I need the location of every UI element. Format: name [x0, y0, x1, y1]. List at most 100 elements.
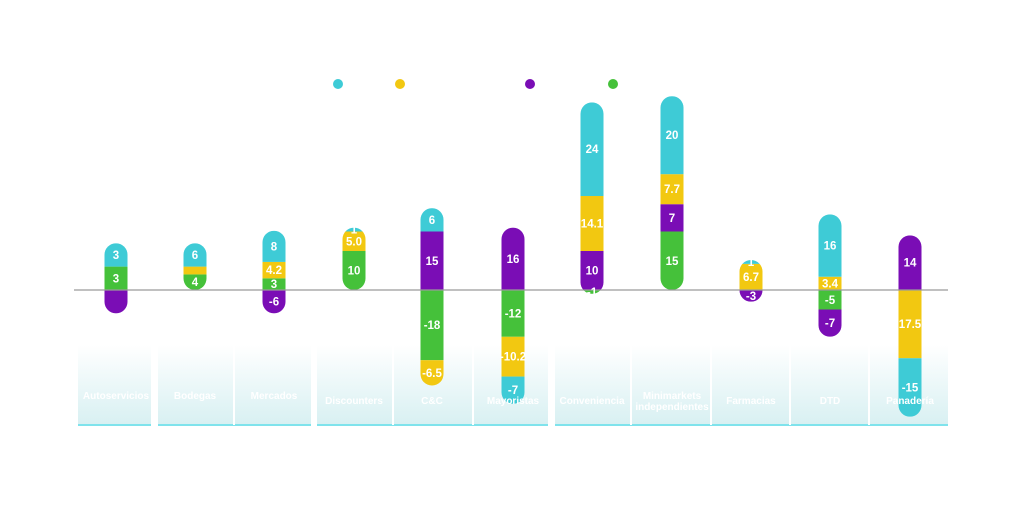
data-label: 7.7 — [664, 184, 680, 196]
category-label: Minimarkets independientes — [635, 391, 709, 413]
data-label: -3 — [746, 291, 756, 303]
bar-segment-yellow — [183, 266, 207, 275]
data-label: -12 — [505, 308, 522, 320]
category-label: DTD — [820, 396, 841, 407]
bar-segment-green — [818, 290, 842, 310]
data-label: 16 — [507, 254, 520, 266]
category-label: Discounters — [325, 396, 383, 407]
bar-stack-8 — [660, 96, 684, 290]
data-label: 8 — [271, 241, 278, 253]
category-label: Autoservicios — [83, 391, 150, 402]
category-band-4 — [555, 345, 948, 425]
bar-segment-cyan — [898, 358, 922, 417]
bar-stack-4 — [342, 227, 366, 290]
bar-stack-3 — [262, 230, 286, 314]
bar-stack-10 — [818, 214, 842, 337]
data-label: 4.2 — [266, 265, 282, 277]
bar-segment-yellow — [501, 336, 525, 377]
bar-segment-green — [660, 231, 684, 290]
bar-stack-9 — [739, 259, 763, 302]
bar-stack-1 — [104, 243, 128, 314]
bar-segment-cyan — [580, 102, 604, 197]
bar-segment-cyan — [739, 259, 763, 264]
bar-segment-yellow — [420, 360, 444, 386]
data-label: 3 — [113, 250, 119, 262]
bar-segment-green — [580, 290, 604, 294]
data-label: 15 — [426, 256, 439, 268]
data-label: 1 — [748, 257, 755, 269]
bar-stack-2 — [183, 243, 207, 290]
category-label: Bodegas — [174, 391, 217, 402]
data-label: 4 — [192, 277, 199, 289]
category-label: Panadería — [886, 396, 934, 407]
bar-segment-cyan — [183, 243, 207, 267]
bar-segment-purple — [262, 290, 286, 314]
data-label: 24 — [586, 144, 599, 156]
data-label: -1 — [587, 287, 598, 299]
bar-segment-yellow — [342, 231, 366, 251]
bar-segment-green — [420, 290, 444, 361]
bar-segment-purple — [660, 204, 684, 232]
data-label: 17.5 — [899, 319, 922, 331]
bar-segment-green — [262, 278, 286, 290]
bar-segment-cyan — [342, 227, 366, 232]
data-label: 7 — [669, 213, 675, 225]
data-label: -6 — [269, 297, 279, 309]
data-label: 16 — [824, 241, 837, 253]
bar-segment-cyan — [104, 243, 128, 267]
legend-dot-3 — [525, 79, 535, 89]
bar-segment-purple — [898, 235, 922, 290]
legend-dot-1 — [333, 79, 343, 89]
data-label: -7 — [508, 385, 518, 397]
data-label: 6 — [429, 215, 435, 227]
data-label: 1 — [351, 225, 358, 237]
bar-segment-cyan — [262, 230, 286, 262]
bar-segment-green — [183, 274, 207, 290]
bar-segment-green — [501, 290, 525, 337]
legend-dot-2 — [395, 79, 405, 89]
bar-segment-green — [342, 251, 366, 290]
data-label: -18 — [424, 320, 441, 332]
data-label: 10 — [348, 266, 361, 278]
legend-dot-4 — [608, 79, 618, 89]
bar-segment-purple — [104, 290, 128, 314]
category-label: C&C — [421, 396, 443, 407]
data-label: 6.7 — [743, 272, 759, 284]
bar-segment-purple — [580, 251, 604, 290]
data-label: -15 — [902, 383, 919, 395]
bar-segment-cyan — [420, 208, 444, 232]
data-label: 14 — [904, 258, 917, 270]
data-label: 3.4 — [822, 278, 839, 290]
bar-segment-purple — [420, 231, 444, 290]
category-band-1 — [78, 345, 151, 425]
bar-stack-11 — [898, 235, 922, 417]
bar-segment-yellow — [660, 174, 684, 205]
data-label: 10 — [586, 266, 599, 278]
data-label: -5 — [825, 295, 836, 307]
bar-segment-cyan — [501, 376, 525, 404]
category-label: Mercados — [251, 391, 298, 402]
bar-segment-yellow — [898, 290, 922, 359]
bar-segment-cyan — [660, 96, 684, 175]
category-label: Farmacias — [726, 396, 776, 407]
bar-stack-6 — [501, 227, 525, 404]
data-label: 3 — [271, 279, 277, 291]
category-label: Conveniencia — [559, 396, 624, 407]
bar-segment-yellow — [818, 276, 842, 290]
data-label: 14.1 — [581, 219, 604, 231]
bar-segment-yellow — [580, 196, 604, 251]
bar-segment-purple — [818, 309, 842, 337]
data-label: 3 — [113, 273, 119, 285]
data-label: -7 — [825, 318, 835, 330]
data-label: 5.0 — [346, 236, 362, 248]
bar-segment-yellow — [262, 261, 286, 279]
data-label: -6.5 — [422, 368, 442, 380]
bar-segment-cyan — [818, 214, 842, 277]
bar-segment-purple — [739, 290, 763, 302]
bar-stack-7 — [580, 102, 604, 294]
bar-segment-purple — [501, 227, 525, 290]
data-label: 15 — [666, 256, 679, 268]
data-label: 6 — [192, 250, 198, 262]
bar-stack-5 — [420, 208, 444, 386]
